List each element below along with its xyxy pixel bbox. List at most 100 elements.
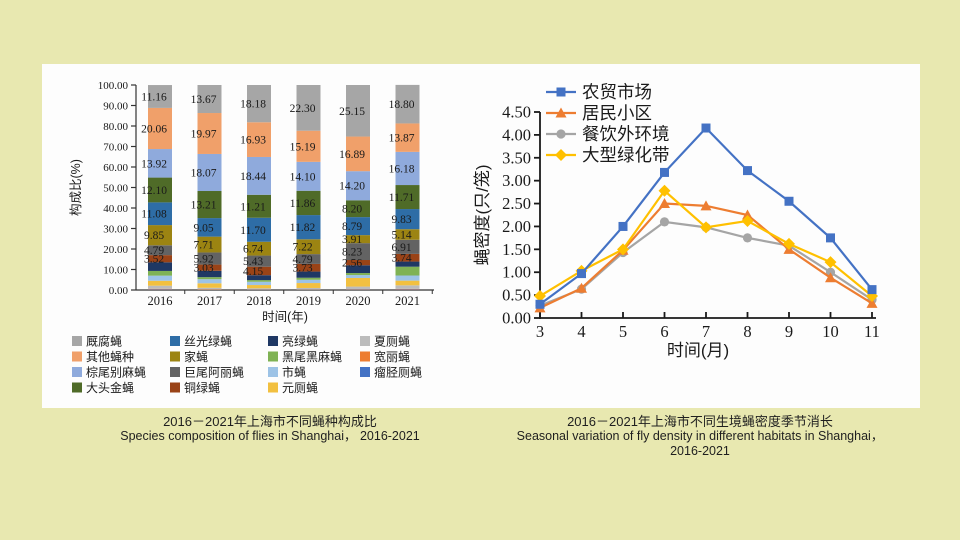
bar-stacks [148,84,420,290]
series-line [539,202,873,309]
bar-segment [148,285,172,289]
bar-value-label: 3.03 [193,263,213,275]
triangle-marker [659,198,670,209]
x-category-label: 2016 [148,294,173,308]
bar-axes: 0.00 10.00 20.00 30.00 40.00 50.00 60.00 70.00 8… [68,80,434,324]
bar-segment [346,277,370,287]
y-axis-title: 蝇密度(只/笼) [473,164,492,265]
x-tick-label: 11 [864,322,880,341]
bar-value-label: 13.87 [389,133,415,145]
triangle-marker [742,209,753,220]
bar-segment [148,202,172,226]
bar-value-label: 2.56 [342,258,362,270]
legend-label: 农贸市场 [582,82,652,102]
legend-label: 巨尾阿丽蝇 [184,366,244,380]
bar-segment [296,215,321,240]
y-tick-label: 40.00 [103,203,128,215]
square-marker [867,285,877,295]
bar-segment [247,85,271,123]
legend-label: 黑尾黑麻蝇 [282,349,342,364]
bar-segment [247,281,271,286]
bar-value-label: 6.74 [243,244,263,256]
x-tick-label: 5 [619,322,627,341]
bar-value-label: 13.67 [191,94,217,106]
bar-segment [296,130,321,162]
square-marker [784,196,794,206]
bar-segment [395,185,420,210]
bar-value-label: 5.43 [243,256,263,268]
bar-segment [247,194,271,218]
species-composition-bar-chart: 0.00 10.00 20.00 30.00 40.00 50.00 60.00 70.00 8… [68,80,434,395]
bar-segment [296,283,321,288]
bar-value-label: 9.83 [391,214,411,226]
bar-value-label: 4.79 [144,245,164,257]
bar-segment [148,288,172,290]
bar-value-label: 16.93 [240,135,266,147]
bar-segment [148,177,172,203]
x-axis-title: 时间(月) [667,341,729,360]
square-marker [618,221,628,231]
bar-segment [247,285,271,289]
triangle-marker [866,297,878,308]
legend-swatch [268,351,278,362]
bar-segment [346,273,370,276]
left-caption-en: Species composition of flies in Shanghai… [120,429,420,443]
circle-marker [659,217,670,227]
legend-label: 大头金蝇 [86,380,134,395]
bar-segment [395,123,420,152]
y-tick-label: 4.00 [502,125,531,144]
bar-segment [197,252,222,265]
bar-value-label: 14.20 [339,181,365,193]
bar-segment [197,270,222,278]
y-tick-label: 50.00 [103,183,128,195]
triangle-marker [700,200,712,211]
right-caption-en: Seasonal variation of fly density in dif… [516,429,884,443]
bar-value-label: 18.80 [389,99,415,111]
bar-value-label: 8.20 [342,204,362,216]
bar-segment [148,225,172,246]
line-axes: 0.00 0.50 1.00 1.50 2.00 2.50 3.00 3.50 4.00 4.50… [473,103,880,361]
bar-segment [346,286,370,290]
diamond-marker [741,214,754,227]
y-tick-label: 4.50 [502,103,531,122]
x-tick-label: 4 [577,322,585,341]
legend-swatch [72,336,82,346]
legend-swatch [170,367,180,377]
y-tick-label: 70.00 [103,142,128,154]
bar-segment [247,122,271,157]
legend-swatch [360,367,370,377]
diamond-marker [555,149,567,161]
bar-value-label: 11.08 [141,209,167,221]
bar-value-label: 19.97 [191,128,217,140]
bar-value-labels: 3.524.799.8511.0812.1013.9220.0611.163.0… [141,91,415,277]
y-tick-label: 30.00 [103,224,128,236]
bar-segment [395,288,420,290]
bar-value-label: 22.30 [290,103,316,115]
x-tick-label: 8 [743,322,751,341]
square-marker [556,87,566,97]
series-square [535,123,877,309]
bar-segment [148,275,172,281]
bar-segment [346,85,370,137]
legend-swatch [170,382,180,393]
y-tick-label: 2.50 [502,194,531,213]
y-tick-label: 1.50 [502,240,531,259]
legend-label: 居民小区 [582,103,652,123]
charts-panel: 0.00 10.00 20.00 30.00 40.00 50.00 60.00 70.00 8… [42,64,920,408]
bar-segment [197,264,222,271]
bar-segment [247,241,271,256]
y-tick-label: 10.00 [103,265,128,277]
diamond-marker [700,221,712,234]
bar-value-label: 4.79 [292,254,312,266]
legend-label: 餐饮外环境 [582,124,670,144]
bar-value-label: 7.22 [292,242,312,254]
bar-value-label: 9.85 [144,230,164,242]
bar-segment [197,218,222,237]
legend-label: 夏厕蝇 [374,335,410,349]
legend-label: 元厕蝇 [282,381,318,395]
bar-segment [395,261,420,267]
legend-swatch [360,351,370,362]
bar-value-label: 11.86 [290,198,316,210]
